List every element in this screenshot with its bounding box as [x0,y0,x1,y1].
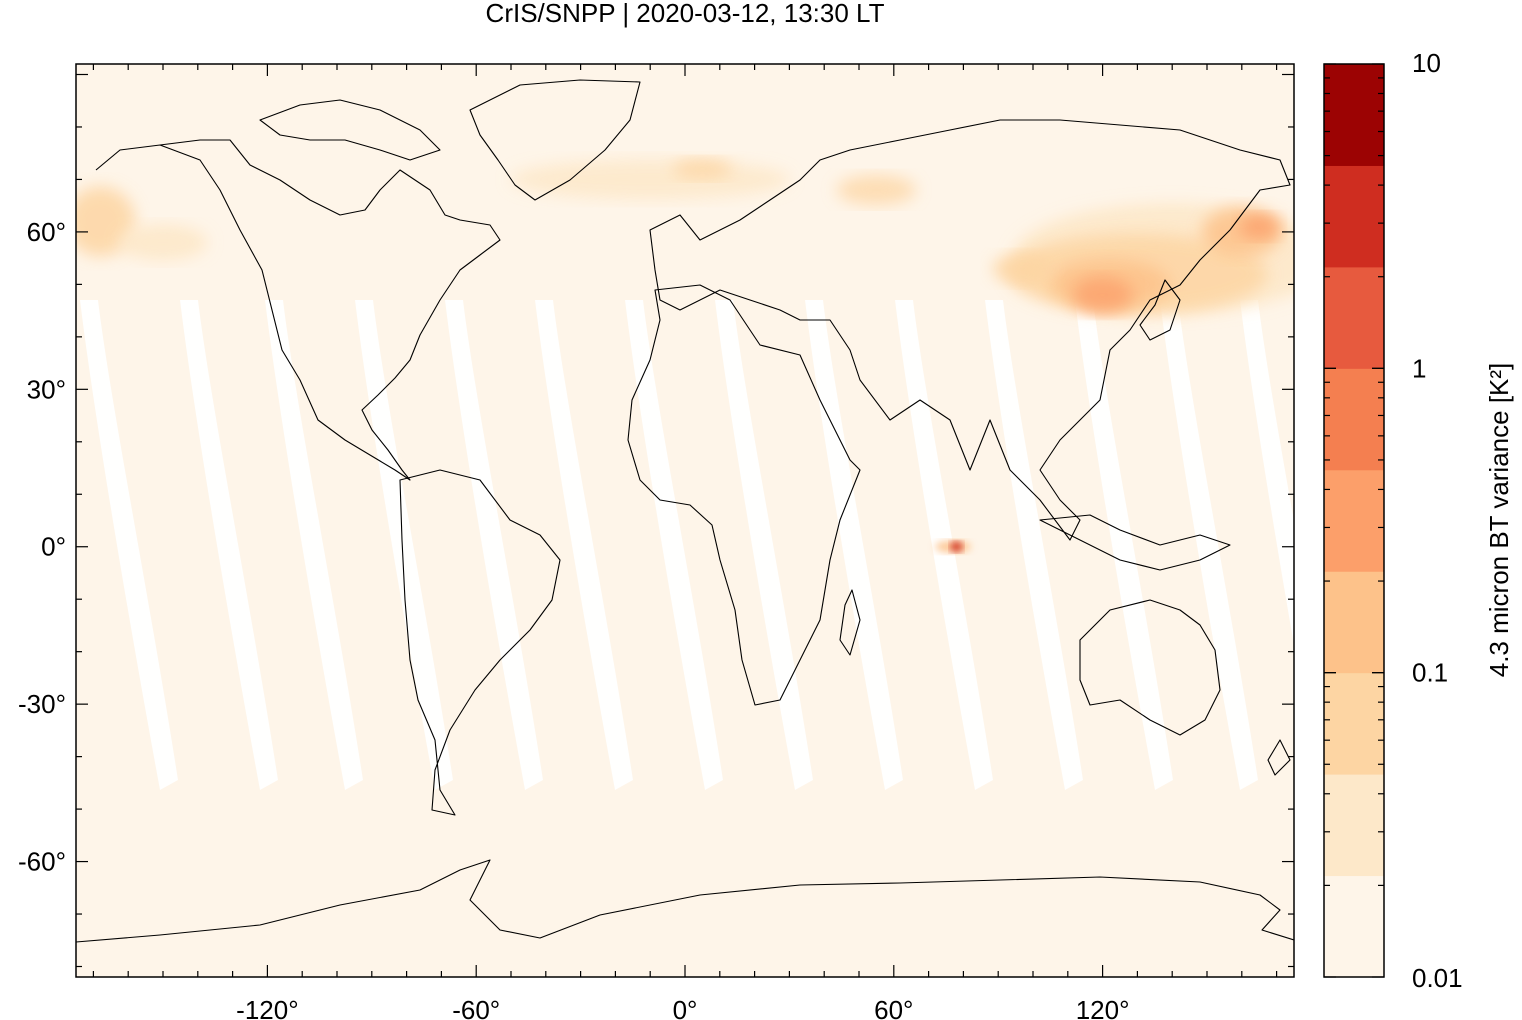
y-axis: 60° 30° 0° -30° -60° [18,217,66,877]
coast-eurasia [649,119,1291,541]
x-axis: -120° -60° 0° 60° 120° [236,995,1129,1020]
coast-africa [627,284,861,706]
swath-gap [1240,300,1294,645]
colorbar-tick-label: 0.1 [1412,658,1448,688]
x-tick-label: 0° [673,995,698,1020]
swath-gap [80,300,178,790]
swath-gap [180,300,278,790]
coast-new-zealand [1267,739,1291,776]
x-tick-label: -60° [452,995,500,1020]
variance-patch [992,253,1053,284]
variance-patch [672,158,733,179]
coast-south-america [399,469,561,816]
y-tick-label: 30° [27,374,66,404]
coast-australia [1079,599,1221,736]
swath-gap [625,300,723,790]
variance-patch [118,224,208,261]
colorbar-ticks [1324,63,1384,978]
swath-gaps [80,300,1294,790]
coast-indonesia [1039,514,1231,571]
y-tick-label: 60° [27,217,66,247]
colorbar-title: 4.3 micron BT variance [K²] [1484,363,1514,678]
colorbar-bin [1324,571,1384,674]
x-tick-label: 120° [1076,995,1130,1020]
coast-north-america [95,139,501,481]
x-tick-label: 60° [874,995,913,1020]
colorbar-bin [1324,875,1384,978]
variance-patch [510,159,791,200]
colorbar-frame [1323,63,1385,978]
y-tick-label: -30° [18,689,66,719]
variance-patches [76,158,1294,553]
colorbar-bin [1324,774,1384,877]
variance-patch [1072,276,1133,313]
coast-madagascar [839,589,861,656]
colorbar: 10 1 0.1 0.01 4.3 micron BT variance [K²… [1323,48,1514,993]
coast-arctic-islands [259,99,441,161]
y-tick-label: -60° [18,847,66,877]
colorbar-bin [1324,469,1384,572]
variance-patch [1239,214,1280,239]
colorbar-bin [1324,672,1384,775]
colorbar-tick-label: 10 [1412,48,1441,78]
colorbar-tick-label: 0.01 [1412,963,1463,993]
colorbar-bin [1324,64,1384,166]
colorbar-tick-label: 1 [1412,353,1426,383]
colorbar-bin [1324,165,1384,268]
colorbar-bins [1324,64,1384,978]
swath-gap [715,300,813,790]
swath-gap [265,300,363,790]
y-tick-label: 0° [41,532,66,562]
variance-patch [836,174,917,205]
swath-gap [1075,300,1173,790]
chart-title: CrIS/SNPP | 2020-03-12, 13:30 LT [486,0,885,28]
swath-gap [445,300,543,790]
variance-patch [950,541,963,552]
colorbar-bin [1324,266,1384,369]
colorbar-bin [1324,368,1384,471]
swath-gap [1160,300,1258,790]
coast-greenland [469,79,641,201]
axis-ticks [76,64,1294,977]
swath-gap [535,300,633,790]
swath-gap [355,300,453,790]
swath-gap [985,300,1083,790]
coast-antarctica [76,859,1294,943]
x-tick-label: -120° [236,995,298,1020]
coast-japan [1139,279,1181,341]
plot-area [76,64,1294,977]
swath-gap [805,300,903,790]
coastlines [76,79,1294,943]
